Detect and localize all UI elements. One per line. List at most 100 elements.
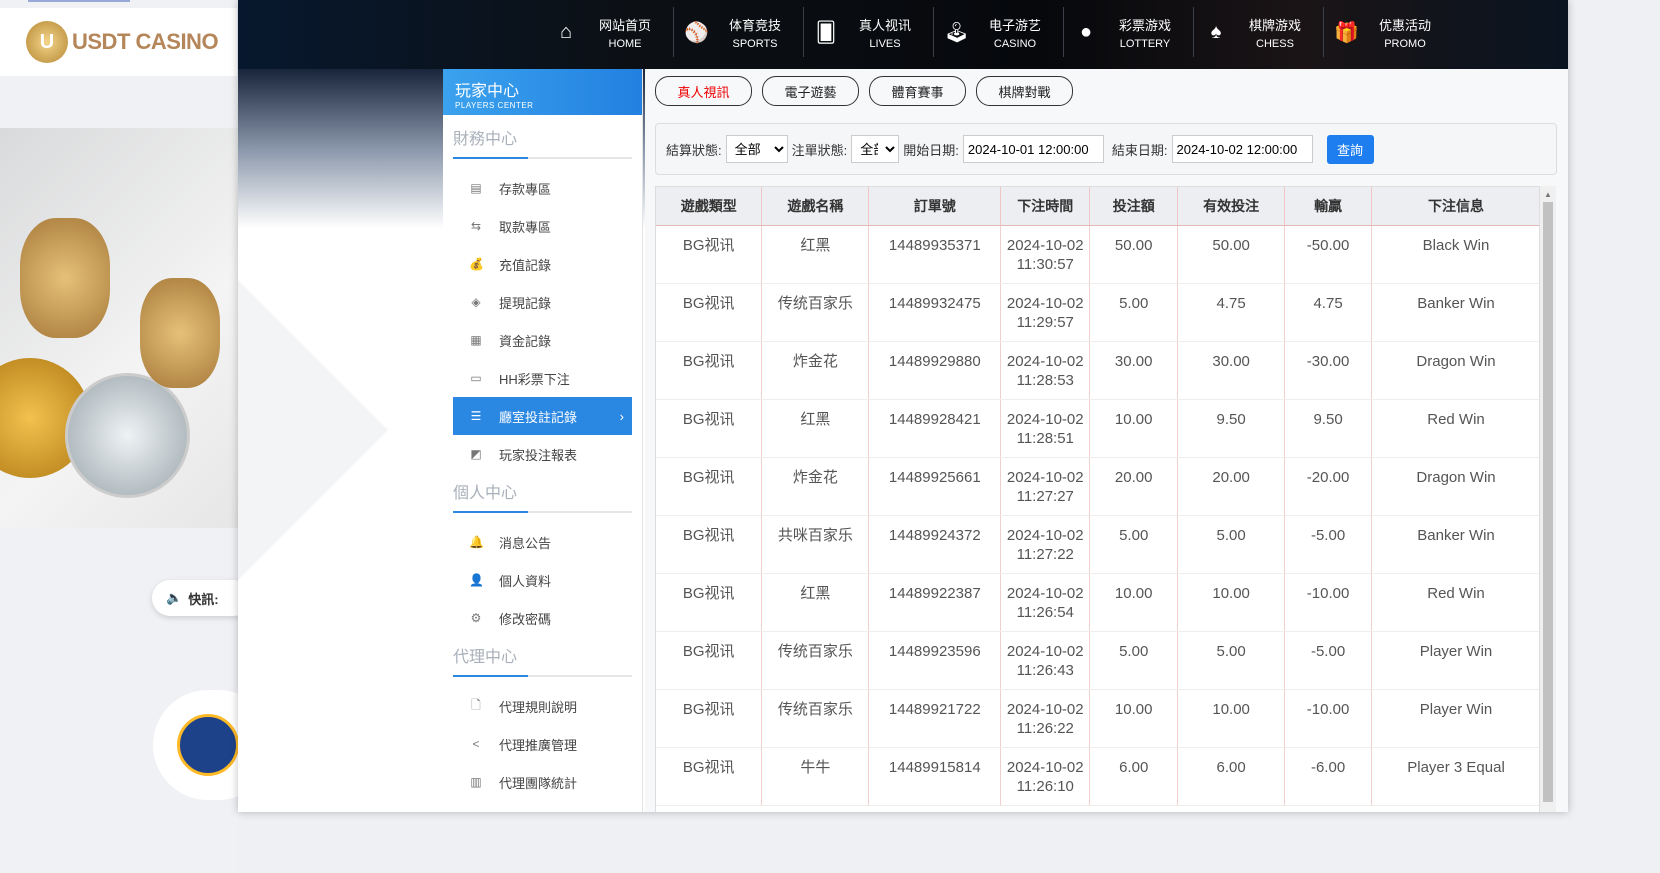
bell-icon: 🔔: [469, 535, 484, 549]
table-scrollbar[interactable]: ▲: [1540, 186, 1556, 812]
table-cell: 2024-10-02 11:29:57: [1000, 283, 1091, 342]
withdraw-icon: ⇆: [470, 219, 482, 233]
nav-label-en: LOTTERY: [1119, 37, 1171, 50]
table-cell: 2024-10-02 11:27:22: [1000, 515, 1091, 574]
table-row: BG视讯 传统百家乐 14489923596 2024-10-02 11:26:43 5…: [656, 631, 1539, 690]
promo-banner: [0, 128, 238, 528]
tab-3[interactable]: 棋牌對戰: [976, 76, 1073, 106]
table-cell: -5.00: [1284, 515, 1373, 574]
table-cell: 4.75: [1284, 283, 1373, 342]
nav-label: 彩票游戏 LOTTERY: [1110, 15, 1180, 50]
sidebar-item-label: 代理規則說明: [499, 699, 578, 715]
ticker-label: 快訊:: [188, 591, 219, 607]
column-header[interactable]: 下注信息: [1371, 187, 1539, 226]
top-strip: [28, 0, 130, 2]
ticket-icon: ▭: [470, 371, 482, 385]
sidebar-item[interactable]: ▤ 存款專區: [453, 169, 632, 207]
header: [238, 0, 1568, 69]
table-cell: 2024-10-02 11:26:22: [1000, 689, 1091, 748]
table-cell: 5.00: [1089, 631, 1179, 690]
column-header[interactable]: 有效投注: [1177, 187, 1286, 226]
table-cell: 10.00: [1089, 689, 1179, 748]
column-header[interactable]: 投注額: [1089, 187, 1179, 226]
table-header-row: 遊戲類型 遊戲名稱 訂單號 下注時間 投注額 有效投注 輸贏 下注信息: [656, 187, 1539, 226]
nav-item-casino[interactable]: 🕹 电子游艺 CASINO: [934, 7, 1064, 57]
column-header[interactable]: 遊戲類型: [656, 187, 763, 226]
table-cell: 5.00: [1177, 631, 1286, 690]
table-cell: 2024-10-02 11:28:51: [1000, 399, 1091, 458]
table-cell: BG视讯: [656, 225, 763, 284]
lottery-balls-icon: ●: [1079, 20, 1093, 43]
logo[interactable]: U USDT CASINO: [0, 8, 237, 76]
bridge-logo-icon: [177, 714, 239, 776]
table-cell: -20.00: [1284, 457, 1373, 516]
document-icon: 🗋: [471, 697, 481, 712]
nav-label: 优惠活动 PROMO: [1370, 15, 1440, 50]
chart-icon: ◩: [470, 447, 482, 461]
table-cell: 50.00: [1177, 225, 1286, 284]
sidebar-item[interactable]: ◩ 玩家投注報表: [453, 435, 632, 473]
nav-item-home[interactable]: ⌂ 网站首页 HOME: [544, 7, 674, 57]
nav-item-lottery[interactable]: ● 彩票游戏 LOTTERY: [1064, 7, 1194, 57]
sidebar-item[interactable]: ⚙ 修改密碼: [453, 599, 632, 637]
nav-item-lives[interactable]: 🂠 真人视讯 LIVES: [804, 7, 934, 57]
table-cell: -50.00: [1284, 225, 1373, 284]
sidebar-item[interactable]: 🗋 代理規則說明: [453, 687, 632, 725]
query-button[interactable]: 查詢: [1326, 134, 1374, 164]
sidebar: 玩家中心 PLAYERS CENTER 財務中心 ▤ 存款專區 ⇆ 取款專區 💰 充值記錄 ◈…: [443, 69, 643, 812]
settle-status-select[interactable]: 全部: [725, 135, 788, 163]
sidebar-item[interactable]: ▭ HH彩票下注: [453, 359, 632, 397]
sidebar-item[interactable]: ◈ 提現記錄: [453, 283, 632, 321]
ball-icon: ⚾: [684, 21, 709, 44]
table-row: BG视讯 牛牛 14489915814 2024-10-02 11:26:10 6.00…: [656, 747, 1539, 806]
table-cell: 炸金花: [761, 341, 870, 400]
scroll-up-icon[interactable]: ▲: [1544, 190, 1552, 199]
column-header[interactable]: 輸贏: [1284, 187, 1373, 226]
table-cell: 2024-10-02 11:26:10: [1000, 747, 1091, 806]
sidebar-item[interactable]: 🔔 消息公告: [453, 523, 632, 561]
scrollbar-thumb[interactable]: [1543, 202, 1553, 802]
table-cell: 14489923596: [868, 631, 1002, 690]
table-cell: 14489928421: [868, 399, 1002, 458]
sidebar-item[interactable]: 💰 充值記錄: [453, 245, 632, 283]
speaker-icon: 🔈: [166, 590, 183, 605]
nav-item-chess[interactable]: ♠ 棋牌游戏 CHESS: [1194, 7, 1324, 57]
start-date-input[interactable]: [962, 135, 1104, 163]
column-header[interactable]: 遊戲名稱: [761, 187, 870, 226]
nav-label-cn: 优惠活动: [1378, 17, 1431, 33]
sidebar-item[interactable]: 👤 個人資料: [453, 561, 632, 599]
nav-label-cn: 棋牌游戏: [1248, 17, 1301, 33]
table-cell: 5.00: [1089, 515, 1179, 574]
sidebar-item-label: 存款專區: [499, 181, 552, 197]
nav-item-promo[interactable]: 🎁 优惠活动 PROMO: [1324, 7, 1454, 57]
end-date-input[interactable]: [1171, 135, 1313, 163]
nav-item-sports[interactable]: ⚾ 体育竞技 SPORTS: [674, 7, 804, 57]
main-nav: ⌂ 网站首页 HOME ⚾ 体育竞技 SPORTS 🂠 真人视讯 LIVES 🕹 电子游艺 CASIN…: [544, 7, 1454, 57]
end-date-label: 結束日期:: [1111, 142, 1168, 158]
sidebar-item[interactable]: ▦ 資金記錄: [453, 321, 632, 359]
sidebar-item[interactable]: ⇆ 取款專區: [453, 207, 632, 245]
sidebar-item-label: 代理推廣管理: [499, 737, 578, 753]
sidebar-item[interactable]: ▥ 代理團隊統計: [453, 763, 632, 801]
table-cell: -30.00: [1284, 341, 1373, 400]
order-status-select[interactable]: 全部: [851, 135, 900, 163]
table-row: BG视讯 红黑 14489935371 2024-10-02 11:30:57 50.0…: [656, 225, 1539, 284]
tab-0[interactable]: 真人視訊: [655, 76, 752, 106]
left-background: U USDT CASINO 🔈 快訊:: [0, 0, 273, 873]
sidebar-section-items: 🔔 消息公告 👤 個人資料 ⚙ 修改密碼: [443, 513, 642, 637]
table-cell: 10.00: [1089, 399, 1179, 458]
sidebar-item-label: 代理報表明細: [499, 811, 577, 813]
table-cell: BG视讯: [656, 573, 763, 632]
sidebar-item[interactable]: ☰ 廳室投註記錄 ›: [453, 397, 632, 435]
tab-1[interactable]: 電子遊藝: [762, 76, 859, 106]
column-header[interactable]: 訂單號: [868, 187, 1002, 226]
tab-2[interactable]: 體育賽事: [869, 76, 966, 106]
nav-label-en: SPORTS: [732, 37, 778, 50]
table-cell: 14489925661: [868, 457, 1002, 516]
table-cell: Red Win: [1371, 573, 1539, 632]
column-header[interactable]: 下注時間: [1000, 187, 1091, 226]
news-ticker[interactable]: 🔈 快訊:: [152, 580, 252, 616]
table-cell: 14489924372: [868, 515, 1002, 574]
sidebar-item[interactable]: ▥代理報表明細: [453, 801, 632, 812]
sidebar-item[interactable]: < 代理推廣管理: [453, 725, 632, 763]
